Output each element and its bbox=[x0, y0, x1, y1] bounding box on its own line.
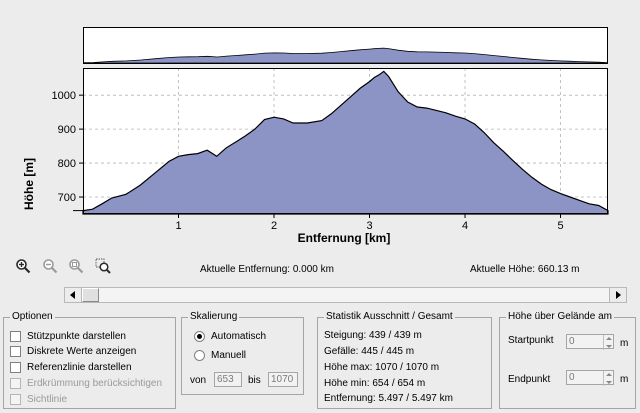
option-erdkruemmung: Erdkrümmung berücksichtigen bbox=[10, 377, 162, 390]
y-tick-label: 800 bbox=[58, 158, 76, 170]
option-stuetzpunkte[interactable]: Stützpunkte darstellen bbox=[10, 330, 126, 343]
checkbox[interactable] bbox=[10, 331, 21, 342]
radio-button[interactable] bbox=[194, 350, 205, 361]
plot-border bbox=[83, 68, 608, 214]
zoom-out-icon[interactable] bbox=[42, 258, 58, 274]
statistics-group: Statistik Ausschnitt / Gesamt Steigung: … bbox=[317, 311, 492, 409]
x-ticks: 1 2 3 4 5 bbox=[175, 214, 564, 232]
radio-manual[interactable]: Manuell bbox=[194, 349, 246, 362]
scaling-title: Skalierung bbox=[188, 311, 240, 323]
x-tick-label: 2 bbox=[271, 220, 277, 232]
y-tick-label: 1000 bbox=[52, 90, 76, 102]
statistics-title: Statistik Ausschnitt / Gesamt bbox=[324, 311, 455, 323]
current-distance-readout: Aktuelle Entfernung: 0.000 km bbox=[200, 264, 334, 275]
scroll-thumb[interactable] bbox=[82, 288, 99, 302]
checkbox[interactable] bbox=[10, 346, 21, 357]
stat-distance: Entfernung: 5.497 / 5.497 km bbox=[324, 393, 453, 404]
scroll-left-button[interactable] bbox=[65, 288, 82, 302]
arrow-left-icon bbox=[70, 291, 75, 299]
stat-max-height: Höhe max: 1070 / 1070 m bbox=[324, 362, 440, 373]
x-axis-label: Entfernung [km] bbox=[298, 231, 391, 245]
arrow-right-icon bbox=[616, 291, 621, 299]
start-unit: m bbox=[620, 338, 629, 349]
stat-descent: Gefälle: 445 / 445 m bbox=[324, 346, 415, 357]
radio-automatic[interactable]: Automatisch bbox=[194, 330, 266, 343]
from-input[interactable]: 653 bbox=[214, 372, 242, 387]
checkbox bbox=[10, 394, 21, 405]
options-group: Optionen Stützpunkte darstellen Diskrete… bbox=[3, 311, 176, 409]
radio-button[interactable] bbox=[194, 331, 205, 342]
y-ticks: 700 800 900 1000 bbox=[52, 90, 83, 204]
scaling-group: Skalierung Automatisch Manuell von 653 b… bbox=[181, 311, 304, 395]
elevation-area bbox=[82, 70, 609, 215]
zoom-selection-icon[interactable] bbox=[95, 258, 111, 274]
horizontal-scrollbar[interactable] bbox=[64, 287, 627, 303]
start-point-input[interactable]: 0 bbox=[566, 334, 614, 350]
from-label: von bbox=[190, 375, 207, 386]
y-axis-label: Höhe [m] bbox=[22, 158, 36, 210]
option-referenzlinie[interactable]: Referenzlinie darstellen bbox=[10, 361, 132, 374]
zoom-reset-icon[interactable] bbox=[68, 258, 84, 274]
start-point-label: Startpunkt bbox=[508, 335, 554, 346]
zoom-in-icon[interactable] bbox=[15, 258, 31, 274]
scroll-right-button[interactable] bbox=[609, 288, 626, 302]
spinner-icon[interactable] bbox=[603, 371, 613, 386]
end-point-input[interactable]: 0 bbox=[566, 370, 614, 386]
elevation-chart[interactable]: Höhe [m] 700 800 900 1000 1 2 3 4 5 Entfernung … bbox=[0, 64, 640, 250]
current-height-readout: Aktuelle Höhe: 660.13 m bbox=[470, 264, 580, 275]
stat-min-height: Höhe min: 654 / 654 m bbox=[324, 378, 426, 389]
options-title: Optionen bbox=[10, 311, 55, 323]
overview-chart[interactable] bbox=[83, 27, 608, 64]
y-tick-label: 900 bbox=[58, 124, 76, 136]
terrain-title: Höhe über Gelände am bbox=[506, 311, 614, 323]
x-tick-label: 5 bbox=[557, 220, 563, 232]
spinner-icon[interactable] bbox=[603, 335, 613, 350]
end-unit: m bbox=[620, 374, 629, 385]
checkbox bbox=[10, 378, 21, 389]
end-point-label: Endpunkt bbox=[508, 374, 551, 385]
stat-ascent: Steigung: 439 / 439 m bbox=[324, 330, 422, 341]
y-tick-label: 700 bbox=[58, 192, 76, 204]
x-tick-label: 3 bbox=[366, 220, 372, 232]
option-sichtlinie: Sichtlinie bbox=[10, 393, 67, 406]
terrain-height-group: Höhe über Gelände am Startpunkt 0 m Endp… bbox=[499, 311, 636, 409]
overview-area bbox=[83, 47, 608, 64]
x-tick-label: 1 bbox=[175, 220, 181, 232]
x-tick-label: 4 bbox=[462, 220, 468, 232]
option-diskrete-werte[interactable]: Diskrete Werte anzeigen bbox=[10, 345, 136, 358]
to-label: bis bbox=[248, 375, 261, 386]
checkbox[interactable] bbox=[10, 362, 21, 373]
to-input[interactable]: 1070 bbox=[268, 372, 298, 387]
